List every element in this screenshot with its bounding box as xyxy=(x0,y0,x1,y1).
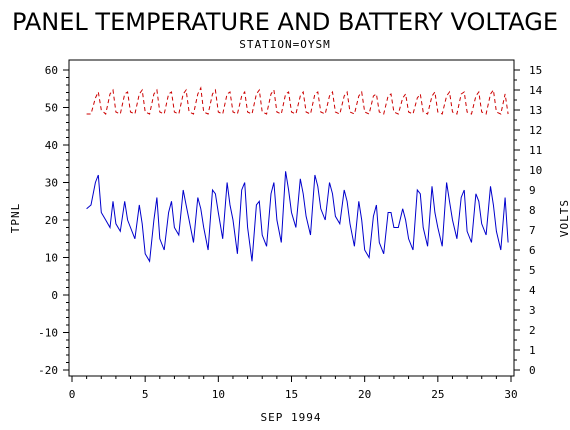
y-right-tick-label: 8 xyxy=(529,204,536,217)
y-right-tick-label: 4 xyxy=(529,284,536,297)
x-tick-label: 5 xyxy=(142,388,149,401)
series-line-tpnl xyxy=(86,171,509,263)
y-left-tick-label: 50 xyxy=(45,102,58,115)
x-tick-label: 0 xyxy=(69,388,76,401)
y-left-tick-label: -10 xyxy=(38,327,58,340)
y-right-tick-label: 14 xyxy=(529,84,543,97)
y-right-tick-label: 12 xyxy=(529,124,542,137)
y-axis-left: -20 -10 0 10 20 30 40 50 60 xyxy=(38,64,69,377)
y-right-tick-label: 9 xyxy=(529,184,536,197)
y-left-tick-label: 40 xyxy=(45,139,58,152)
plot-frame xyxy=(68,59,515,377)
y-axis-right-label: VOLTS xyxy=(558,199,570,237)
y-axis-left-label: TPNL xyxy=(9,203,22,234)
x-tick-label: 10 xyxy=(212,388,225,401)
y-right-tick-label: 3 xyxy=(529,304,536,317)
y-left-tick-label: 30 xyxy=(45,177,58,190)
y-right-tick-label: 2 xyxy=(529,324,536,337)
x-tick-label: 25 xyxy=(431,388,444,401)
x-tick-label: 30 xyxy=(504,388,517,401)
y-right-tick-label: 13 xyxy=(529,104,542,117)
y-left-tick-label: 0 xyxy=(51,289,58,302)
y-left-tick-label: -20 xyxy=(38,364,58,377)
y-left-tick-label: 20 xyxy=(45,214,58,227)
y-left-tick-label: 60 xyxy=(45,64,58,77)
y-left-tick-label: 10 xyxy=(45,252,58,265)
chart-subtitle: STATION=OYSM xyxy=(239,38,330,51)
y-right-tick-label: 0 xyxy=(529,364,536,377)
x-axis: 0 5 10 15 20 25 30 xyxy=(69,376,518,401)
y-right-tick-label: 15 xyxy=(529,64,542,77)
series-line-volts xyxy=(86,86,509,115)
y-right-tick-label: 7 xyxy=(529,224,536,237)
x-tick-label: 20 xyxy=(358,388,371,401)
chart-title: PANEL TEMPERATURE AND BATTERY VOLTAGE xyxy=(12,8,558,36)
y-right-tick-label: 11 xyxy=(529,144,542,157)
y-right-tick-label: 1 xyxy=(529,344,536,357)
y-right-tick-label: 5 xyxy=(529,264,536,277)
x-axis-label: SEP 1994 xyxy=(261,411,322,424)
x-tick-label: 15 xyxy=(285,388,298,401)
y-right-tick-label: 10 xyxy=(529,164,542,177)
series-group xyxy=(86,86,509,263)
y-right-tick-label: 6 xyxy=(529,244,536,257)
